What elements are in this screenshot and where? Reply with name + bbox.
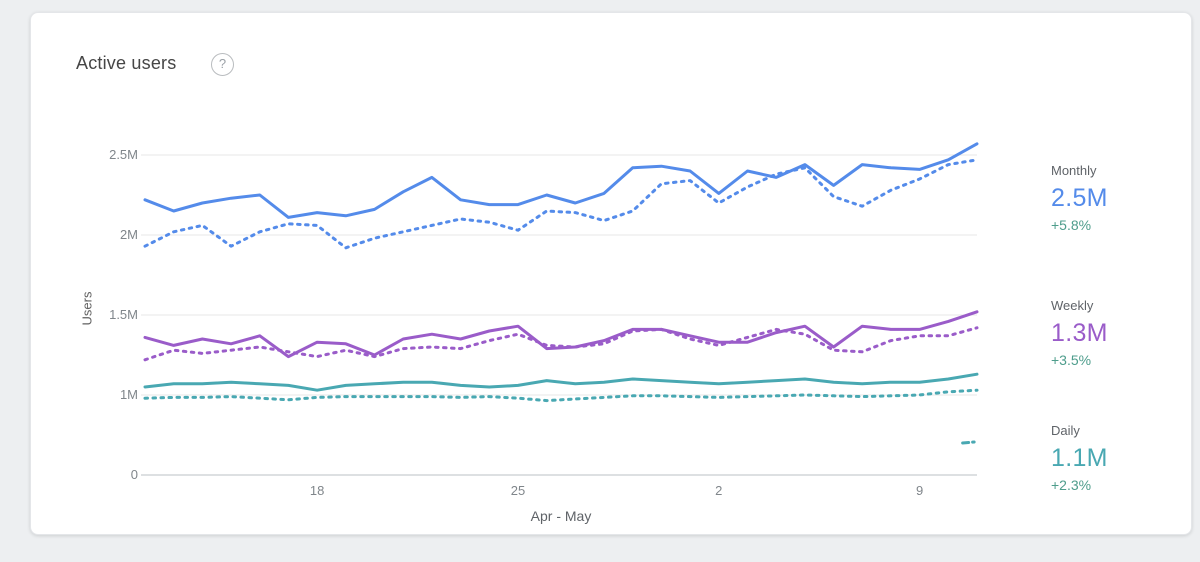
help-icon[interactable]: ?	[211, 53, 234, 76]
series-daily-previous-period	[143, 388, 979, 403]
y-tick-label-2.5M: 2.5M	[109, 147, 138, 162]
legend-item-daily: Daily 1.1M +2.3%	[1051, 423, 1108, 493]
series-monthly-previous-period	[143, 158, 979, 250]
legend-item-monthly: Monthly 2.5M +5.8%	[1051, 163, 1108, 233]
legend-value-daily: 1.1M	[1051, 444, 1108, 472]
legend-label-daily: Daily	[1051, 423, 1080, 438]
legend-value-monthly: 2.5M	[1051, 184, 1108, 212]
series-weekly-previous-period	[143, 326, 979, 362]
y-tick-label-2M: 2M	[119, 227, 138, 242]
series-weekly-current	[143, 310, 979, 359]
x-tick-label-2: 2	[715, 483, 723, 498]
daily-partial-mark	[961, 440, 976, 445]
y-tick-label-1.5M: 1.5M	[109, 307, 138, 322]
series-daily-current	[143, 372, 979, 392]
active-users-card: Active users ? Users 0 1M 1.5M 2M 2.5M 18 25 2…	[30, 12, 1192, 535]
x-tick-label-9: 9	[915, 483, 924, 498]
series-monthly-current	[143, 142, 979, 219]
legend-delta-monthly: +5.8%	[1051, 217, 1092, 233]
chart-canvas[interactable]	[31, 13, 1200, 562]
y-tick-label-0: 0	[130, 467, 138, 482]
legend-item-weekly: Weekly 1.3M +3.5%	[1051, 298, 1108, 368]
legend-delta-weekly: +3.5%	[1051, 352, 1092, 368]
card-title: Active users	[76, 53, 177, 73]
page-background: Active users ? Users 0 1M 1.5M 2M 2.5M 18 25 2…	[30, 12, 1192, 535]
x-tick-label-18: 18	[309, 483, 325, 498]
legend-label-monthly: Monthly	[1051, 163, 1097, 178]
y-tick-label-1M: 1M	[119, 387, 138, 402]
x-axis-title: Apr - May	[530, 508, 592, 524]
legend-label-weekly: Weekly	[1051, 298, 1094, 313]
x-tick-label-25: 25	[510, 483, 526, 498]
legend-value-weekly: 1.3M	[1051, 319, 1108, 347]
legend-delta-daily: +2.3%	[1051, 477, 1092, 493]
